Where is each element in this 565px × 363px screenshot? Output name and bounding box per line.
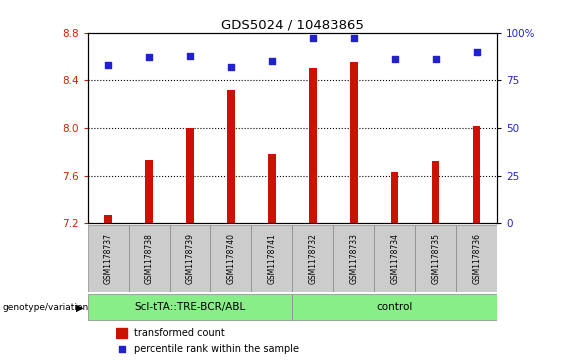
Bar bbox=[211, 225, 251, 292]
Text: ▶: ▶ bbox=[76, 303, 84, 313]
Text: GSM1178740: GSM1178740 bbox=[227, 233, 236, 284]
Bar bbox=[374, 225, 415, 292]
Bar bbox=[105, 215, 112, 223]
Text: GSM1178737: GSM1178737 bbox=[103, 233, 112, 284]
Text: GSM1178736: GSM1178736 bbox=[472, 233, 481, 284]
Text: GSM1178741: GSM1178741 bbox=[267, 233, 276, 284]
Bar bbox=[473, 126, 480, 223]
Bar bbox=[251, 225, 293, 292]
Point bbox=[349, 36, 358, 41]
Point bbox=[267, 58, 276, 64]
Point bbox=[472, 49, 481, 55]
Bar bbox=[432, 161, 440, 223]
Bar bbox=[333, 225, 374, 292]
Bar bbox=[116, 327, 127, 338]
Text: transformed count: transformed count bbox=[134, 328, 225, 338]
Bar bbox=[88, 225, 129, 292]
Point bbox=[103, 62, 112, 68]
Text: GSM1178738: GSM1178738 bbox=[145, 233, 154, 284]
Bar bbox=[309, 68, 316, 223]
Text: genotype/variation: genotype/variation bbox=[3, 303, 89, 312]
Text: GSM1178733: GSM1178733 bbox=[349, 233, 358, 284]
Point bbox=[308, 36, 318, 41]
Point bbox=[431, 56, 440, 62]
Point bbox=[117, 346, 126, 352]
Text: GSM1178734: GSM1178734 bbox=[390, 233, 399, 284]
Point bbox=[185, 53, 194, 58]
Bar bbox=[415, 225, 457, 292]
Text: GSM1178735: GSM1178735 bbox=[431, 233, 440, 284]
Bar bbox=[88, 294, 293, 320]
Text: control: control bbox=[377, 302, 413, 312]
Text: Scl-tTA::TRE-BCR/ABL: Scl-tTA::TRE-BCR/ABL bbox=[134, 302, 246, 312]
Bar bbox=[350, 62, 358, 223]
Point bbox=[390, 56, 399, 62]
Title: GDS5024 / 10483865: GDS5024 / 10483865 bbox=[221, 19, 364, 32]
Bar bbox=[293, 294, 497, 320]
Bar bbox=[457, 225, 497, 292]
Bar bbox=[227, 90, 234, 223]
Bar bbox=[391, 172, 398, 223]
Text: percentile rank within the sample: percentile rank within the sample bbox=[134, 344, 299, 354]
Bar bbox=[293, 225, 333, 292]
Text: GSM1178732: GSM1178732 bbox=[308, 233, 318, 284]
Bar bbox=[129, 225, 170, 292]
Bar bbox=[268, 154, 276, 223]
Bar bbox=[170, 225, 210, 292]
Point bbox=[227, 64, 236, 70]
Bar bbox=[145, 160, 153, 223]
Point bbox=[145, 54, 154, 60]
Text: GSM1178739: GSM1178739 bbox=[185, 233, 194, 284]
Bar bbox=[186, 128, 194, 223]
